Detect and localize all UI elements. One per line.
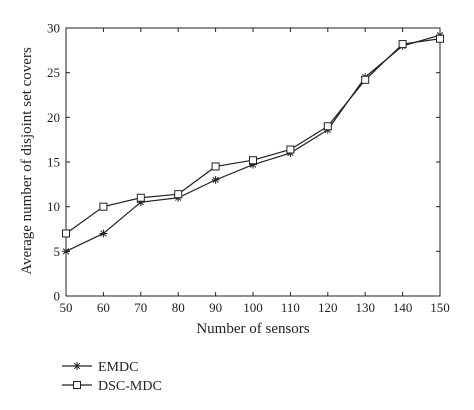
- x-tick-label: 100: [243, 300, 263, 315]
- y-tick-label: 5: [54, 244, 61, 259]
- data-point-asterisk: [99, 229, 108, 238]
- data-point-square: [99, 202, 108, 211]
- series-dsc-mdc: [62, 34, 444, 238]
- data-point-square: [174, 190, 183, 199]
- x-tick-label: 120: [318, 300, 338, 315]
- y-tick-label: 20: [47, 110, 60, 125]
- x-tick-label: 70: [134, 300, 147, 315]
- x-tick-label: 90: [209, 300, 222, 315]
- y-tick-label: 25: [47, 65, 60, 80]
- data-point-square: [211, 162, 220, 171]
- x-tick-label: 50: [60, 300, 73, 315]
- data-point-square: [249, 156, 257, 165]
- legend-label: EMDC: [98, 360, 138, 375]
- legend-item: EMDC: [62, 360, 138, 375]
- data-point-square: [398, 40, 407, 49]
- y-tick-label: 30: [47, 21, 60, 36]
- data-point-square: [323, 122, 332, 131]
- x-tick-label: 80: [172, 300, 185, 315]
- data-point-square: [62, 229, 70, 238]
- x-tick-label: 110: [281, 300, 300, 315]
- series-line: [65, 34, 441, 252]
- axis-ticks: 50 60 70 80 90 100 110 120 130 140 150 0 5 10 15 20 25 30: [47, 21, 450, 316]
- data-point-square: [436, 34, 444, 43]
- data-point-asterisk: [73, 362, 81, 370]
- data-point-square: [361, 75, 370, 84]
- data-point-asterisk: [211, 175, 220, 184]
- x-tick-label: 60: [97, 300, 110, 315]
- x-tick-label: 130: [355, 300, 375, 315]
- x-tick-label: 140: [393, 300, 413, 315]
- x-axis-label: Number of sensors: [196, 321, 309, 337]
- data-point-square: [73, 381, 81, 389]
- data-point-square: [286, 145, 295, 154]
- x-tick-label: 150: [430, 300, 450, 315]
- data-point-square: [136, 193, 145, 202]
- y-axis-label: Average number of disjoint set covers: [19, 47, 35, 275]
- y-tick-label: 15: [47, 155, 60, 170]
- y-tick-label: 10: [47, 199, 60, 214]
- series-line: [65, 38, 441, 234]
- data-point-asterisk: [62, 247, 70, 256]
- y-tick-label: 0: [54, 289, 61, 304]
- legend-item: DSC-MDC: [62, 379, 162, 394]
- series-layer: [62, 31, 444, 256]
- series-emdc: [62, 31, 444, 256]
- legend-label: DSC-MDC: [98, 379, 162, 394]
- legend: EMDC DSC-MDC: [62, 360, 162, 394]
